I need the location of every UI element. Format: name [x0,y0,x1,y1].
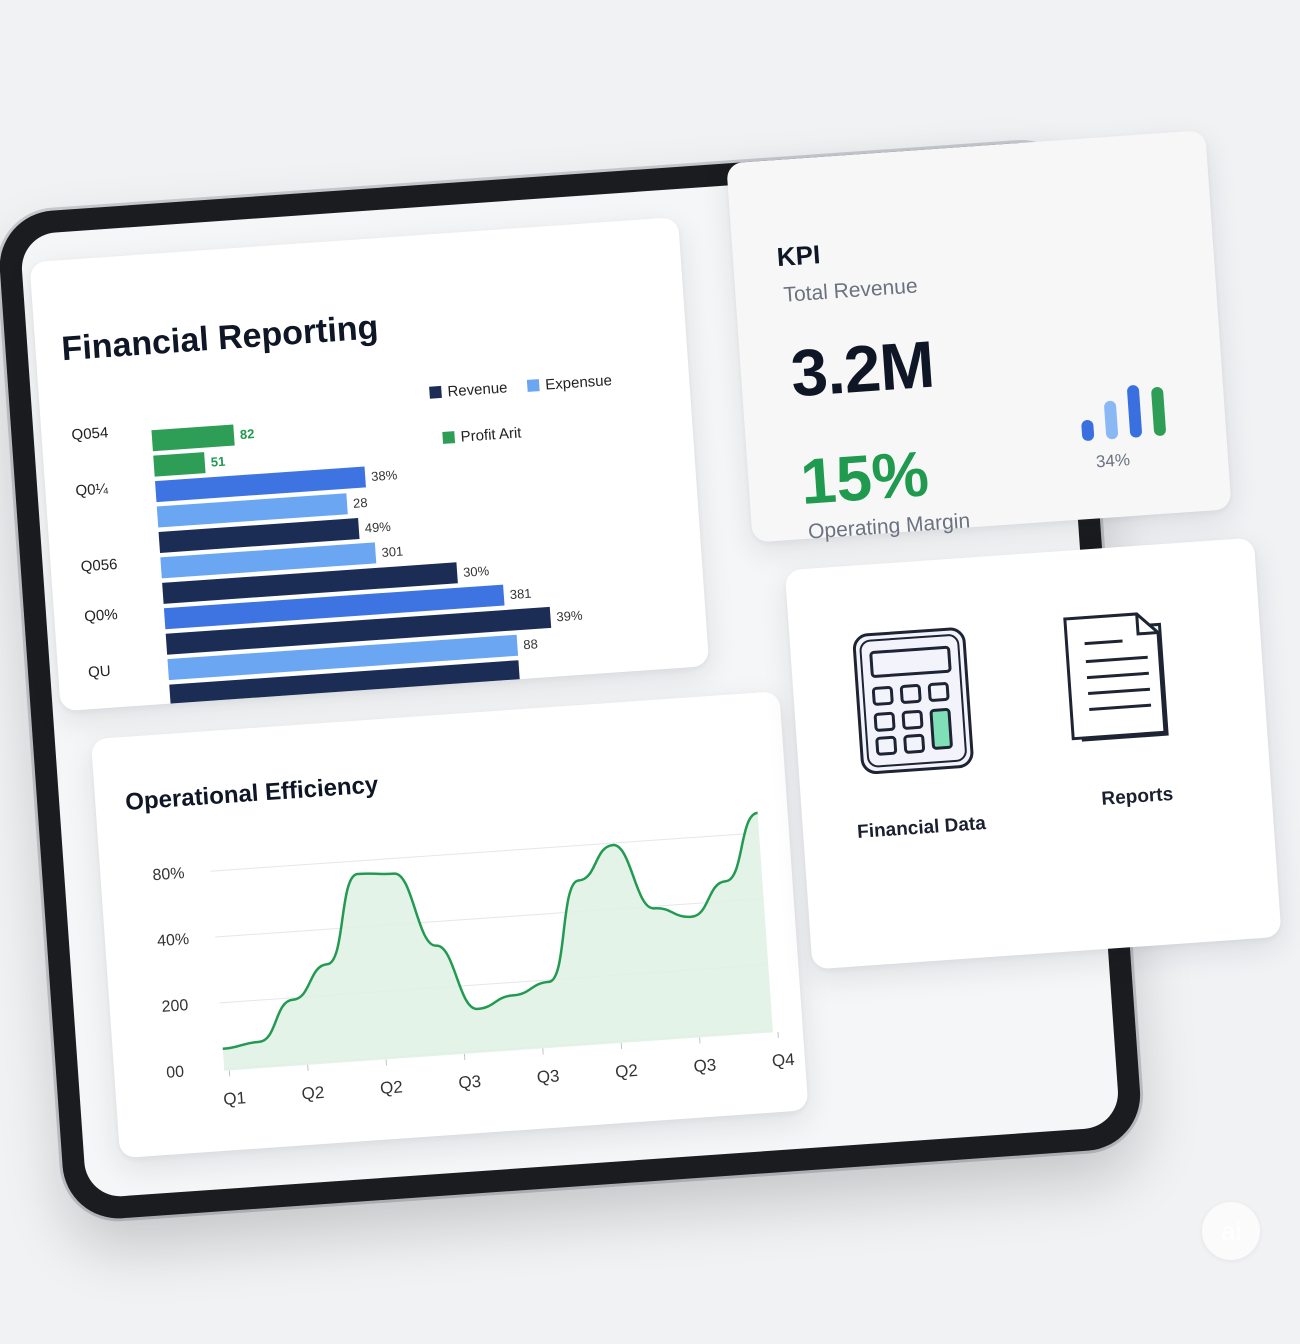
total-revenue-value: 3.2M [788,326,936,412]
calculator-icon [839,617,990,786]
area-y-tick: 200 [161,997,189,1016]
document-icon [1050,592,1201,761]
bar-value-label: 39% [556,608,583,625]
area-x-tick: Q4 [771,1050,795,1071]
bar-value-label: 30% [463,563,490,580]
bar-value-label: 381 [509,586,532,602]
bar-value-label: 28 [353,495,368,511]
financial-data-label: Financial Data [857,813,987,844]
tools-card: Financial Data Reports [785,538,1282,970]
kpi-mini-chart-label: 34% [1095,450,1130,472]
area-y-tick: 00 [166,1064,185,1082]
area-x-tick: Q1 [223,1088,247,1109]
grid-line [210,833,759,871]
reports-tile[interactable]: Reports [1050,591,1228,862]
kpi-card: KPI Total Revenue 3.2M 15% Operating Mar… [726,130,1231,543]
mini-bar-0 [1081,420,1094,442]
ai-badge: ai [1202,1202,1260,1260]
mini-bar-3 [1151,387,1166,437]
efficiency-area-chart: 80% 40% 200 00 Q1 Q2 Q2 Q3 Q3 Q2 Q3 Q4 [91,691,809,1158]
bar-y-tick: Q054 [71,424,109,444]
reports-label: Reports [1101,784,1174,811]
bar-value-label: 49% [364,519,391,536]
area-y-tick: 40% [157,931,190,950]
area-x-tick: Q3 [536,1066,560,1087]
mini-bar-2 [1127,385,1143,438]
kpi-heading: KPI [776,239,821,273]
area-y-tick: 80% [152,865,185,884]
mini-bar-1 [1104,400,1119,439]
kpi-mini-bar-chart [1072,364,1187,442]
financial-reporting-card: Financial Reporting Revenue Expensue Pro… [29,217,709,711]
bar-0 [151,425,234,452]
bar-y-tick: QU [88,663,112,682]
bar-value-label: 51 [210,454,225,470]
area-x-tick: Q2 [379,1077,403,1098]
bar-value-label: 301 [381,543,404,559]
total-revenue-label: Total Revenue [783,274,919,307]
operating-margin-value: 15% [798,436,931,519]
area-x-tick: Q3 [693,1055,717,1076]
bar-y-tick: Q056 [80,556,118,576]
financial-bar-chart: 825138%2849%30130%38139%88241Q054Q0¼Q056… [29,217,709,711]
area-x-tick: Q3 [458,1072,482,1093]
area-x-tick: Q2 [615,1061,639,1082]
bar-value-label: 88 [523,636,538,652]
bar-y-tick: Q0% [84,606,118,625]
bar-1 [153,452,205,477]
bar-y-tick: Q0¼ [75,480,109,499]
area-x-tick: Q2 [301,1083,325,1104]
bar-value-label: 82 [239,426,254,442]
financial-data-tile[interactable]: Financial Data [829,616,1017,887]
bar-value-label: 38% [371,467,398,484]
